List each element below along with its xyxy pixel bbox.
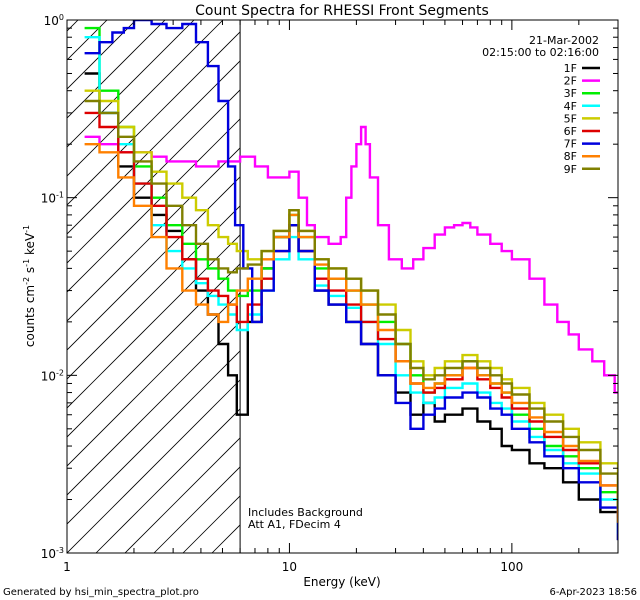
timestamp: 6-Apr-2023 18:56: [550, 587, 637, 598]
y-tick-base: 10: [44, 14, 59, 28]
y-tick-base: 10: [41, 192, 56, 206]
x-tick-label: 10: [282, 560, 297, 574]
y-tick-exponent: -1: [56, 191, 64, 200]
hatch-line: [67, 379, 241, 553]
hatch-line: [67, 20, 79, 32]
hatch-line: [67, 205, 241, 380]
series-layer: [84, 20, 618, 541]
y-label-part-1: counts cm: [23, 285, 37, 347]
legend-label-6F: 6F: [564, 125, 577, 138]
hatch-line: [67, 60, 241, 235]
series-4F: [84, 36, 618, 534]
hatch-line: [444, 13, 640, 553]
hatch-line: [124, 437, 241, 553]
hatch-line: [473, 13, 640, 553]
hatch-line: [241, 13, 640, 553]
series-3F: [84, 26, 618, 523]
x-tick-labels: 1 10 100: [63, 560, 523, 574]
axis-ticks: [66, 19, 619, 554]
y-label-exp-2: -1: [22, 259, 31, 267]
y-tick-base: 10: [41, 369, 56, 383]
series-8F: [84, 143, 618, 523]
legend-label-3F: 3F: [564, 87, 577, 100]
hatch-line: [95, 408, 241, 553]
x-axis-label: Energy (keV): [303, 575, 380, 589]
note-background: Includes Background: [248, 506, 363, 519]
y-tick-label: 10-1: [41, 191, 64, 206]
hatch-line: [67, 321, 241, 496]
hatch-line: [67, 292, 241, 467]
hatch-line: [415, 13, 640, 553]
hatch-line: [67, 20, 224, 177]
hatch-line: [67, 20, 195, 148]
observation-date: 21-Mar-2002: [529, 34, 599, 47]
y-tick-label: 10-3: [41, 546, 64, 561]
legend-label-9F: 9F: [564, 163, 577, 176]
series-2F: [84, 125, 618, 394]
hatch-line: [67, 89, 241, 264]
legend-label-4F: 4F: [564, 100, 577, 113]
chart-title: Count Spectra for RHESSI Front Segments: [195, 3, 489, 19]
time-range: 02:15:00 to 02:16:00: [482, 46, 599, 59]
y-tick-base: 10: [41, 547, 56, 561]
hatch-line: [67, 118, 241, 293]
y-axis-label: counts cm-2 s-1 keV-1: [22, 225, 37, 347]
legend-label-5F: 5F: [564, 112, 577, 125]
legend-label-1F: 1F: [564, 62, 577, 75]
y-tick-exponent: 0: [59, 13, 64, 22]
plot-frame: [66, 19, 619, 554]
x-tick-label: 1: [63, 560, 71, 574]
hatch-line: [67, 263, 241, 438]
legend-label-8F: 8F: [564, 150, 577, 163]
legend-label-7F: 7F: [564, 138, 577, 151]
x-tick-label: 100: [500, 560, 523, 574]
legend-label-2F: 2F: [564, 75, 577, 88]
y-tick-label: 10-2: [41, 368, 64, 383]
series-1F: [84, 72, 618, 541]
y-label-part-2: s: [23, 267, 37, 277]
y-tick-label: 100: [44, 13, 64, 28]
y-tick-exponent: -2: [56, 368, 64, 377]
series-6F: [84, 111, 618, 518]
note-attenuator: Att A1, FDecim 4: [248, 518, 341, 531]
y-label-part-3: keV: [23, 232, 37, 259]
hatch-line: [67, 350, 241, 525]
series-5F: [84, 89, 618, 501]
series-7F: [84, 20, 618, 541]
y-label-exp-1: -2: [22, 277, 31, 285]
hatch-line: [386, 13, 640, 553]
hatch-line: [67, 176, 241, 351]
hatch-line: [618, 13, 640, 553]
background-hatch-region: [67, 13, 640, 553]
generated-by: Generated by hsi_min_spectra_plot.pro: [3, 587, 199, 598]
hatch-line: [67, 20, 108, 61]
hatch-line: [67, 20, 166, 119]
y-label-exp-3: -1: [22, 225, 31, 233]
hatch-line: [67, 234, 241, 409]
hatch-line: [67, 147, 241, 322]
hatch-line: [67, 31, 241, 206]
y-tick-exponent: -3: [56, 546, 64, 555]
series-9F: [84, 99, 618, 509]
